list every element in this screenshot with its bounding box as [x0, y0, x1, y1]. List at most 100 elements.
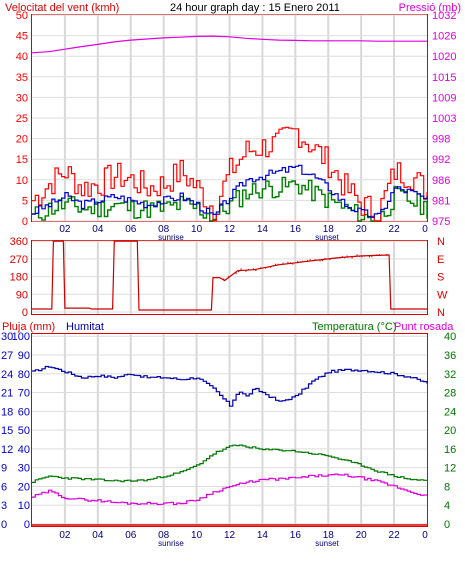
rain-tick-label: 0: [1, 519, 7, 531]
wind-x-tick-label: 06: [125, 224, 137, 235]
pressure-tick-label: 1015: [432, 72, 456, 84]
pressure-tick-label: 1009: [432, 92, 456, 104]
wind-x-tick-label: 10: [191, 224, 203, 235]
compass-tick-label: E: [437, 254, 444, 266]
wind-tick-label: 25: [16, 113, 28, 125]
pressure-tick-label: 1003: [432, 113, 456, 125]
bottom-x-tick-label: 12: [224, 530, 236, 541]
temperature-tick-label: 32: [444, 369, 456, 381]
direction-tick-label: 270: [10, 254, 28, 266]
rain-tick-label: 6: [1, 481, 7, 493]
direction-tick-label: 90: [16, 289, 28, 301]
rain-tick-label: 21: [1, 388, 13, 400]
pressure-tick-label: 986: [432, 175, 450, 187]
bottom-x-tick-label: 02: [59, 530, 71, 541]
wind-green-series: [32, 176, 428, 222]
temperature-tick-label: 8: [444, 481, 450, 493]
graph-title: 24 hour graph day : 15 Enero 2011: [170, 2, 340, 14]
compass-tick-label: N: [437, 236, 445, 248]
rain-tick-label: 24: [1, 369, 13, 381]
humidity-tick-label: 10: [18, 500, 30, 512]
humidity-panel-frame: [31, 333, 428, 527]
wind-direction-series: [32, 240, 427, 311]
humidity-tick-label: 80: [18, 369, 30, 381]
bottom-x-tick-label: 14: [257, 530, 269, 541]
rain-tick-label: 27: [1, 350, 13, 362]
dewpoint-series: [32, 473, 427, 506]
direction-tick-label: 180: [10, 272, 28, 284]
rain-tick-label: 15: [1, 425, 13, 437]
rain-tick-label: 3: [1, 500, 7, 512]
temperature-tick-label: 4: [444, 500, 450, 512]
wind-x-tick-label: 04: [92, 224, 104, 235]
humidity-title: Humitat: [66, 321, 104, 333]
wind-tick-label: 40: [16, 51, 28, 63]
direction-panel-frame: [31, 240, 428, 315]
pressure-tick-label: 998: [432, 134, 450, 146]
wind-tick-label: 0: [22, 216, 28, 228]
pressure-tick-label: 981: [432, 195, 450, 207]
rain-tick-label: 12: [1, 444, 13, 456]
sunrise-marker-bottom: sunrise: [158, 539, 184, 548]
bottom-x-tick-label: 18: [323, 530, 335, 541]
pressure-tick-label: 1026: [432, 31, 456, 43]
humidity-tick-label: 100: [12, 331, 30, 343]
temperature-tick-label: 40: [444, 331, 456, 343]
humidity-tick-label: 70: [18, 388, 30, 400]
wind-tick-label: 10: [16, 175, 28, 187]
temperature-series: [32, 444, 428, 483]
bottom-x-tick-label: 10: [191, 530, 203, 541]
sunrise-marker-wind: sunrise: [158, 233, 184, 242]
pressure-tick-label: 992: [432, 154, 450, 166]
rain-tick-label: 18: [1, 406, 13, 418]
bottom-x-tick-label: 0: [422, 530, 428, 541]
dewpoint-title: Punt rosada: [394, 321, 454, 333]
humidity-tick-label: 40: [18, 444, 30, 456]
wind-tick-label: 50: [16, 10, 28, 22]
wind-tick-label: 45: [16, 31, 28, 43]
rain-title: Pluja (mm): [2, 321, 55, 333]
compass-tick-label: N: [437, 307, 445, 319]
wind-x-tick-label: 20: [356, 224, 368, 235]
temperature-tick-label: 0: [444, 519, 450, 531]
wind-x-tick-label: 16: [290, 224, 302, 235]
wind-x-tick-label: 08: [158, 224, 170, 235]
temperature-tick-label: 16: [444, 444, 456, 456]
pressure-tick-label: 975: [432, 216, 450, 228]
sunset-marker-bottom: sunset: [315, 539, 339, 548]
wind-x-tick-label: 0: [422, 224, 428, 235]
temperature-tick-label: 36: [444, 350, 456, 362]
wind-tick-label: 15: [16, 154, 28, 166]
temperature-tick-label: 12: [444, 463, 456, 475]
rain-tick-label: 30: [1, 331, 13, 343]
humidity-tick-label: 0: [24, 519, 30, 531]
wind-tick-label: 20: [16, 134, 28, 146]
compass-tick-label: W: [437, 289, 448, 301]
temperature-tick-label: 28: [444, 388, 456, 400]
bottom-x-tick-label: 20: [356, 530, 368, 541]
series-layer: [31, 35, 428, 526]
wind-tick-label: 35: [16, 72, 28, 84]
compass-tick-label: S: [437, 272, 444, 284]
bottom-x-tick-label: 16: [290, 530, 302, 541]
wind-x-tick-label: 02: [59, 224, 71, 235]
bottom-x-tick-label: 08: [158, 530, 170, 541]
temperature-tick-label: 24: [444, 406, 456, 418]
temperature-tick-label: 20: [444, 425, 456, 437]
wind-x-tick-label: 18: [323, 224, 335, 235]
pressure-title: Pressió (mb): [399, 2, 461, 14]
wind-average-series: [32, 164, 428, 218]
rain-tick-label: 9: [1, 463, 7, 475]
wind-speed-title: Velocitat del vent (kmh): [5, 2, 119, 14]
bottom-x-tick-label: 22: [389, 530, 401, 541]
bottom-x-tick-label: 04: [92, 530, 104, 541]
pressure-tick-label: 1020: [432, 51, 456, 63]
humidity-tick-label: 20: [18, 481, 30, 493]
humidity-tick-label: 90: [18, 350, 30, 362]
pressure-series: [31, 35, 427, 54]
wind-tick-label: 5: [22, 195, 28, 207]
